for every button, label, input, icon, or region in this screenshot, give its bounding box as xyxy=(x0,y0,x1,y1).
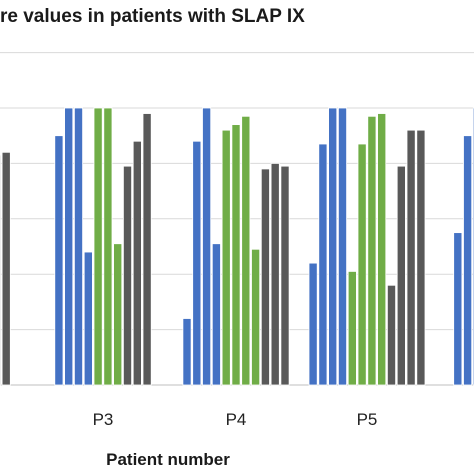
bar xyxy=(123,165,133,386)
bar xyxy=(367,115,377,386)
bar xyxy=(74,107,84,386)
bar xyxy=(251,248,261,386)
bar xyxy=(337,107,347,386)
bar xyxy=(270,162,280,386)
bar xyxy=(347,271,357,386)
bar xyxy=(328,107,338,386)
x-tick-label: P3 xyxy=(93,410,114,429)
x-axis-label: Patient number xyxy=(106,450,230,469)
bar xyxy=(1,151,11,386)
x-tick-label: P4 xyxy=(226,410,247,429)
bar xyxy=(64,107,74,386)
bar xyxy=(280,165,290,386)
bar xyxy=(221,129,231,386)
bar xyxy=(241,115,251,386)
bar xyxy=(396,165,406,386)
bar xyxy=(211,243,221,386)
x-tick-labels: P3 P4 P5 xyxy=(93,410,378,429)
bar xyxy=(54,135,64,386)
bar xyxy=(132,140,142,386)
bar xyxy=(83,251,93,386)
bar xyxy=(357,143,367,386)
bar xyxy=(386,284,396,386)
bar xyxy=(231,124,241,386)
bar xyxy=(416,129,426,386)
bar xyxy=(142,113,152,386)
bar xyxy=(318,143,328,386)
bar xyxy=(192,140,202,386)
bar xyxy=(453,232,463,386)
bar xyxy=(308,262,318,386)
bar xyxy=(406,129,416,386)
bar xyxy=(463,135,473,386)
bar xyxy=(260,168,270,386)
bar xyxy=(377,113,387,386)
bar xyxy=(202,107,212,386)
bar xyxy=(182,318,192,386)
bar xyxy=(93,107,103,386)
bar xyxy=(113,243,123,386)
bar xyxy=(103,107,113,386)
x-tick-label: P5 xyxy=(357,410,378,429)
bar xyxy=(0,154,1,386)
chart-title: re values in patients with SLAP IX xyxy=(0,6,305,27)
bars xyxy=(0,107,474,386)
